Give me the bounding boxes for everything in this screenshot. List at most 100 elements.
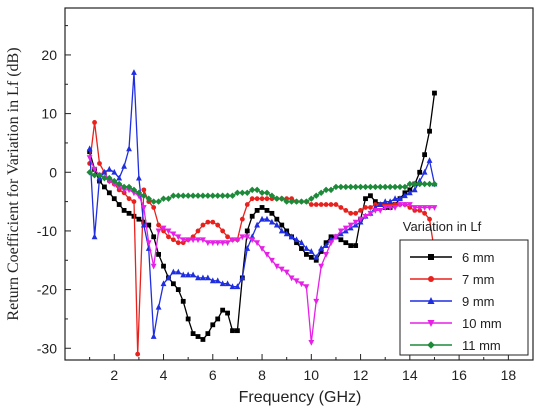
legend-label: 6 mm — [462, 250, 495, 265]
data-point — [220, 229, 225, 234]
data-point — [126, 145, 132, 151]
data-point — [245, 229, 250, 234]
x-tick-label: 12 — [353, 367, 369, 383]
data-point — [265, 208, 270, 213]
legend-swatch-marker — [428, 254, 434, 260]
data-point — [196, 229, 201, 234]
data-point — [313, 193, 319, 199]
data-point — [136, 175, 142, 181]
data-point — [210, 220, 215, 225]
data-point — [279, 223, 284, 228]
y-tick-label: 0 — [49, 164, 57, 180]
data-point — [121, 163, 127, 169]
data-point — [151, 264, 157, 270]
data-point — [254, 187, 260, 193]
data-point — [196, 334, 201, 339]
data-point — [106, 166, 112, 172]
data-point — [166, 234, 171, 239]
data-point — [358, 208, 363, 213]
data-point — [368, 205, 373, 210]
x-tick-label: 16 — [451, 367, 467, 383]
data-point — [245, 202, 250, 207]
data-point — [215, 223, 220, 228]
data-point — [260, 196, 265, 201]
data-point — [343, 240, 348, 245]
data-point — [171, 237, 176, 242]
data-point — [264, 190, 270, 196]
data-point — [240, 217, 245, 222]
data-point — [136, 217, 141, 222]
data-point — [308, 195, 314, 201]
data-point — [402, 184, 408, 190]
data-point — [427, 157, 433, 163]
series-7-mm — [87, 120, 437, 357]
data-point — [353, 243, 358, 248]
y-tick-label: -20 — [37, 282, 57, 298]
data-point — [156, 223, 161, 228]
legend-swatch-marker — [428, 276, 434, 282]
data-point — [363, 205, 368, 210]
data-point — [176, 240, 181, 245]
data-point — [279, 195, 285, 201]
data-point — [127, 211, 132, 216]
data-point — [255, 208, 260, 213]
data-point — [314, 202, 319, 207]
data-point — [156, 229, 162, 235]
data-point — [201, 223, 206, 228]
y-tick-label: -30 — [37, 340, 57, 356]
data-point — [151, 205, 156, 210]
data-point — [318, 264, 324, 270]
data-point — [308, 340, 314, 346]
data-point — [132, 199, 137, 204]
data-point — [304, 252, 309, 257]
data-point — [215, 317, 220, 322]
data-point — [107, 190, 112, 195]
data-point — [329, 202, 334, 207]
legend: Variation in Lf 6 mm7 mm9 mm10 mm11 mm — [400, 219, 528, 355]
y-tick-label: 20 — [41, 47, 57, 63]
data-point — [176, 287, 181, 292]
data-point — [161, 264, 166, 269]
data-point — [422, 211, 427, 216]
data-point — [97, 161, 102, 166]
legend-label: 11 mm — [462, 338, 501, 353]
data-point — [117, 202, 122, 207]
data-point — [165, 195, 171, 201]
data-point — [191, 331, 196, 336]
data-point — [210, 322, 215, 327]
data-point — [229, 193, 235, 199]
data-point — [270, 211, 275, 216]
x-tick-label: 4 — [160, 367, 168, 383]
data-point — [135, 352, 140, 357]
data-point — [230, 328, 235, 333]
data-point — [348, 211, 353, 216]
data-point — [186, 317, 191, 322]
legend-label: 10 mm — [462, 316, 502, 331]
data-point — [86, 169, 92, 175]
data-point — [309, 202, 314, 207]
data-point — [127, 196, 132, 201]
series-layer — [86, 69, 437, 356]
data-point — [319, 202, 324, 207]
data-point — [313, 299, 319, 305]
data-point — [422, 152, 427, 157]
data-point — [151, 234, 156, 239]
legend-label: 7 mm — [462, 272, 495, 287]
y-axis-title: Return Coefficient for Variation in Lf (… — [5, 47, 22, 320]
data-point — [151, 333, 157, 339]
data-point — [318, 190, 324, 196]
data-point — [155, 198, 161, 204]
y-tick-label: 10 — [41, 106, 57, 122]
data-point — [343, 208, 348, 213]
x-tick-label: 2 — [110, 367, 118, 383]
data-point — [220, 308, 225, 313]
data-point — [102, 185, 107, 190]
data-point — [353, 211, 358, 216]
data-point — [303, 198, 309, 204]
data-point — [156, 304, 162, 310]
data-point — [338, 237, 343, 242]
data-point — [92, 233, 98, 239]
data-point — [432, 91, 437, 96]
data-point — [156, 252, 161, 257]
